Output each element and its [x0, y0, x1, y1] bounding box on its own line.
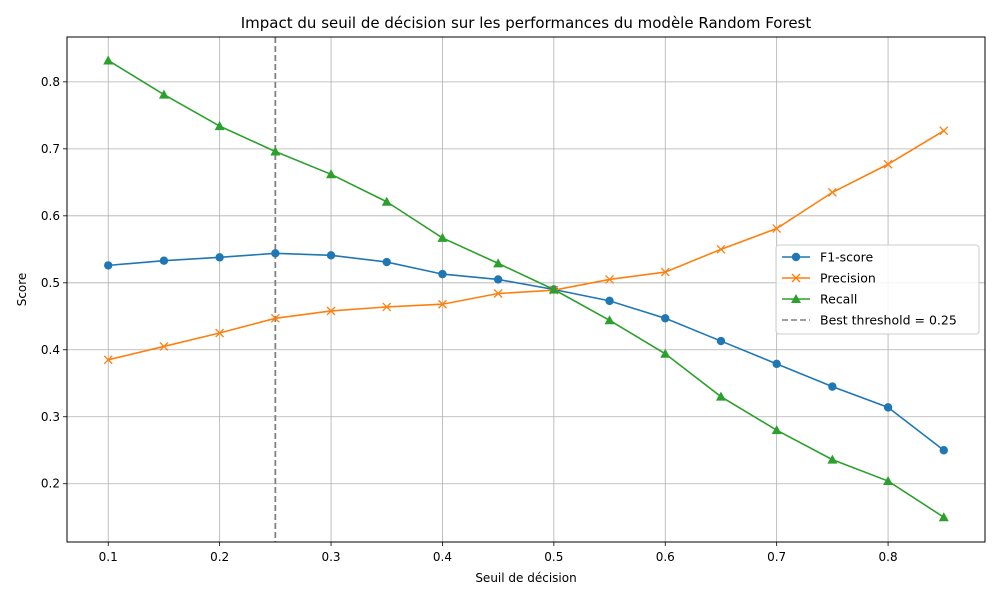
- legend-item-f1-score: F1-score: [782, 250, 874, 265]
- data-point-recall: [270, 146, 281, 156]
- x-tick-label: 0.7: [767, 550, 786, 564]
- data-point-f1-score: [661, 314, 670, 323]
- series-f1-score: [104, 249, 948, 455]
- y-tick-label: 0.8: [41, 75, 60, 89]
- series-line-precision: [108, 130, 945, 361]
- legend-marker: [791, 294, 801, 303]
- data-point-recall: [715, 391, 726, 401]
- data-point-recall: [381, 196, 392, 206]
- data-point-precision: [493, 289, 503, 298]
- data-point-precision: [716, 244, 726, 254]
- y-tick-label: 0.3: [41, 410, 60, 424]
- legend-label: Recall: [820, 292, 857, 307]
- data-point-recall: [771, 425, 782, 435]
- data-point-precision: [772, 224, 782, 234]
- legend-box: [775, 244, 980, 335]
- data-point-precision: [159, 341, 169, 351]
- x-tick-label: 0.8: [879, 550, 898, 564]
- series-recall: [103, 55, 949, 522]
- data-point-recall: [326, 169, 337, 179]
- data-point-recall: [437, 232, 448, 242]
- data-point-precision: [827, 187, 837, 197]
- data-point-precision: [605, 274, 615, 284]
- series-precision: [103, 126, 949, 365]
- y-tick-label: 0.2: [41, 477, 60, 491]
- legend-label: Best threshold = 0.25: [820, 313, 957, 328]
- legend-item-recall: Recall: [782, 292, 857, 307]
- y-tick-label: 0.7: [41, 142, 60, 156]
- y-axis-label: Score: [15, 273, 29, 307]
- x-tick-label: 0.4: [433, 550, 452, 564]
- data-point-f1-score: [271, 249, 280, 258]
- data-point-f1-score: [716, 336, 726, 346]
- legend-label: F1-score: [820, 250, 874, 265]
- legend-marker: [791, 252, 801, 262]
- chart-title: Impact du seuil de décision sur les perf…: [241, 14, 812, 32]
- legend-marker: [791, 273, 801, 283]
- y-tick-label: 0.6: [41, 209, 60, 223]
- data-point-f1-score: [326, 251, 336, 260]
- series-line-f1-score: [108, 252, 945, 451]
- data-point-recall: [548, 284, 559, 294]
- data-point-recall: [938, 512, 949, 522]
- data-point-precision: [939, 126, 949, 136]
- data-point-f1-score: [159, 256, 169, 265]
- data-point-f1-score: [438, 269, 447, 279]
- data-point-recall: [660, 348, 671, 358]
- legend-item-precision: Precision: [782, 271, 876, 286]
- data-point-recall: [493, 258, 504, 268]
- legend-item-best-threshold-0-25: Best threshold = 0.25: [782, 313, 957, 328]
- data-point-precision: [660, 267, 670, 277]
- legend-label: Precision: [820, 271, 876, 286]
- data-point-f1-score: [828, 382, 837, 391]
- y-tick-label: 0.4: [41, 343, 60, 357]
- data-point-recall: [883, 476, 894, 486]
- plot-area-frame: [66, 36, 986, 543]
- data-point-f1-score: [772, 359, 781, 369]
- legend: F1-score Precision Recall Best threshold = …: [775, 244, 980, 335]
- data-point-precision: [270, 313, 280, 323]
- data-point-f1-score: [939, 446, 948, 455]
- data-point-f1-score: [104, 261, 113, 270]
- x-axis-ticks: 0.1 0.2 0.3 0.4 0.5 0.6 0.7 0.8: [99, 542, 898, 564]
- x-tick-label: 0.6: [656, 550, 675, 564]
- data-point-precision: [437, 299, 447, 309]
- data-point-recall: [103, 55, 114, 65]
- data-point-recall: [827, 454, 838, 464]
- legend-items: F1-score Precision Recall Best threshold = …: [782, 250, 957, 328]
- data-point-precision: [215, 328, 225, 338]
- x-tick-label: 0.2: [210, 550, 229, 564]
- data-point-recall: [158, 89, 169, 99]
- data-point-precision: [883, 159, 893, 169]
- data-point-precision: [326, 306, 336, 316]
- series-line-recall: [107, 59, 945, 518]
- data-point-f1-score: [382, 257, 391, 267]
- series-layer: [103, 55, 949, 522]
- y-axis-ticks: 0.2 0.3 0.4 0.5 0.6 0.7 0.8: [41, 75, 67, 491]
- data-point-f1-score: [493, 275, 503, 284]
- x-axis-label: Seuil de décision: [475, 571, 576, 585]
- data-point-f1-score: [883, 403, 893, 412]
- x-tick-label: 0.5: [544, 550, 563, 564]
- x-tick-label: 0.1: [99, 550, 118, 564]
- data-point-recall: [214, 121, 225, 131]
- data-point-f1-score: [605, 296, 614, 306]
- data-point-f1-score: [215, 253, 224, 262]
- y-tick-label: 0.5: [41, 276, 60, 290]
- data-point-precision: [103, 355, 113, 365]
- grid: [67, 37, 985, 542]
- data-point-precision: [382, 302, 392, 312]
- x-tick-label: 0.3: [321, 550, 340, 564]
- data-point-recall: [604, 315, 615, 325]
